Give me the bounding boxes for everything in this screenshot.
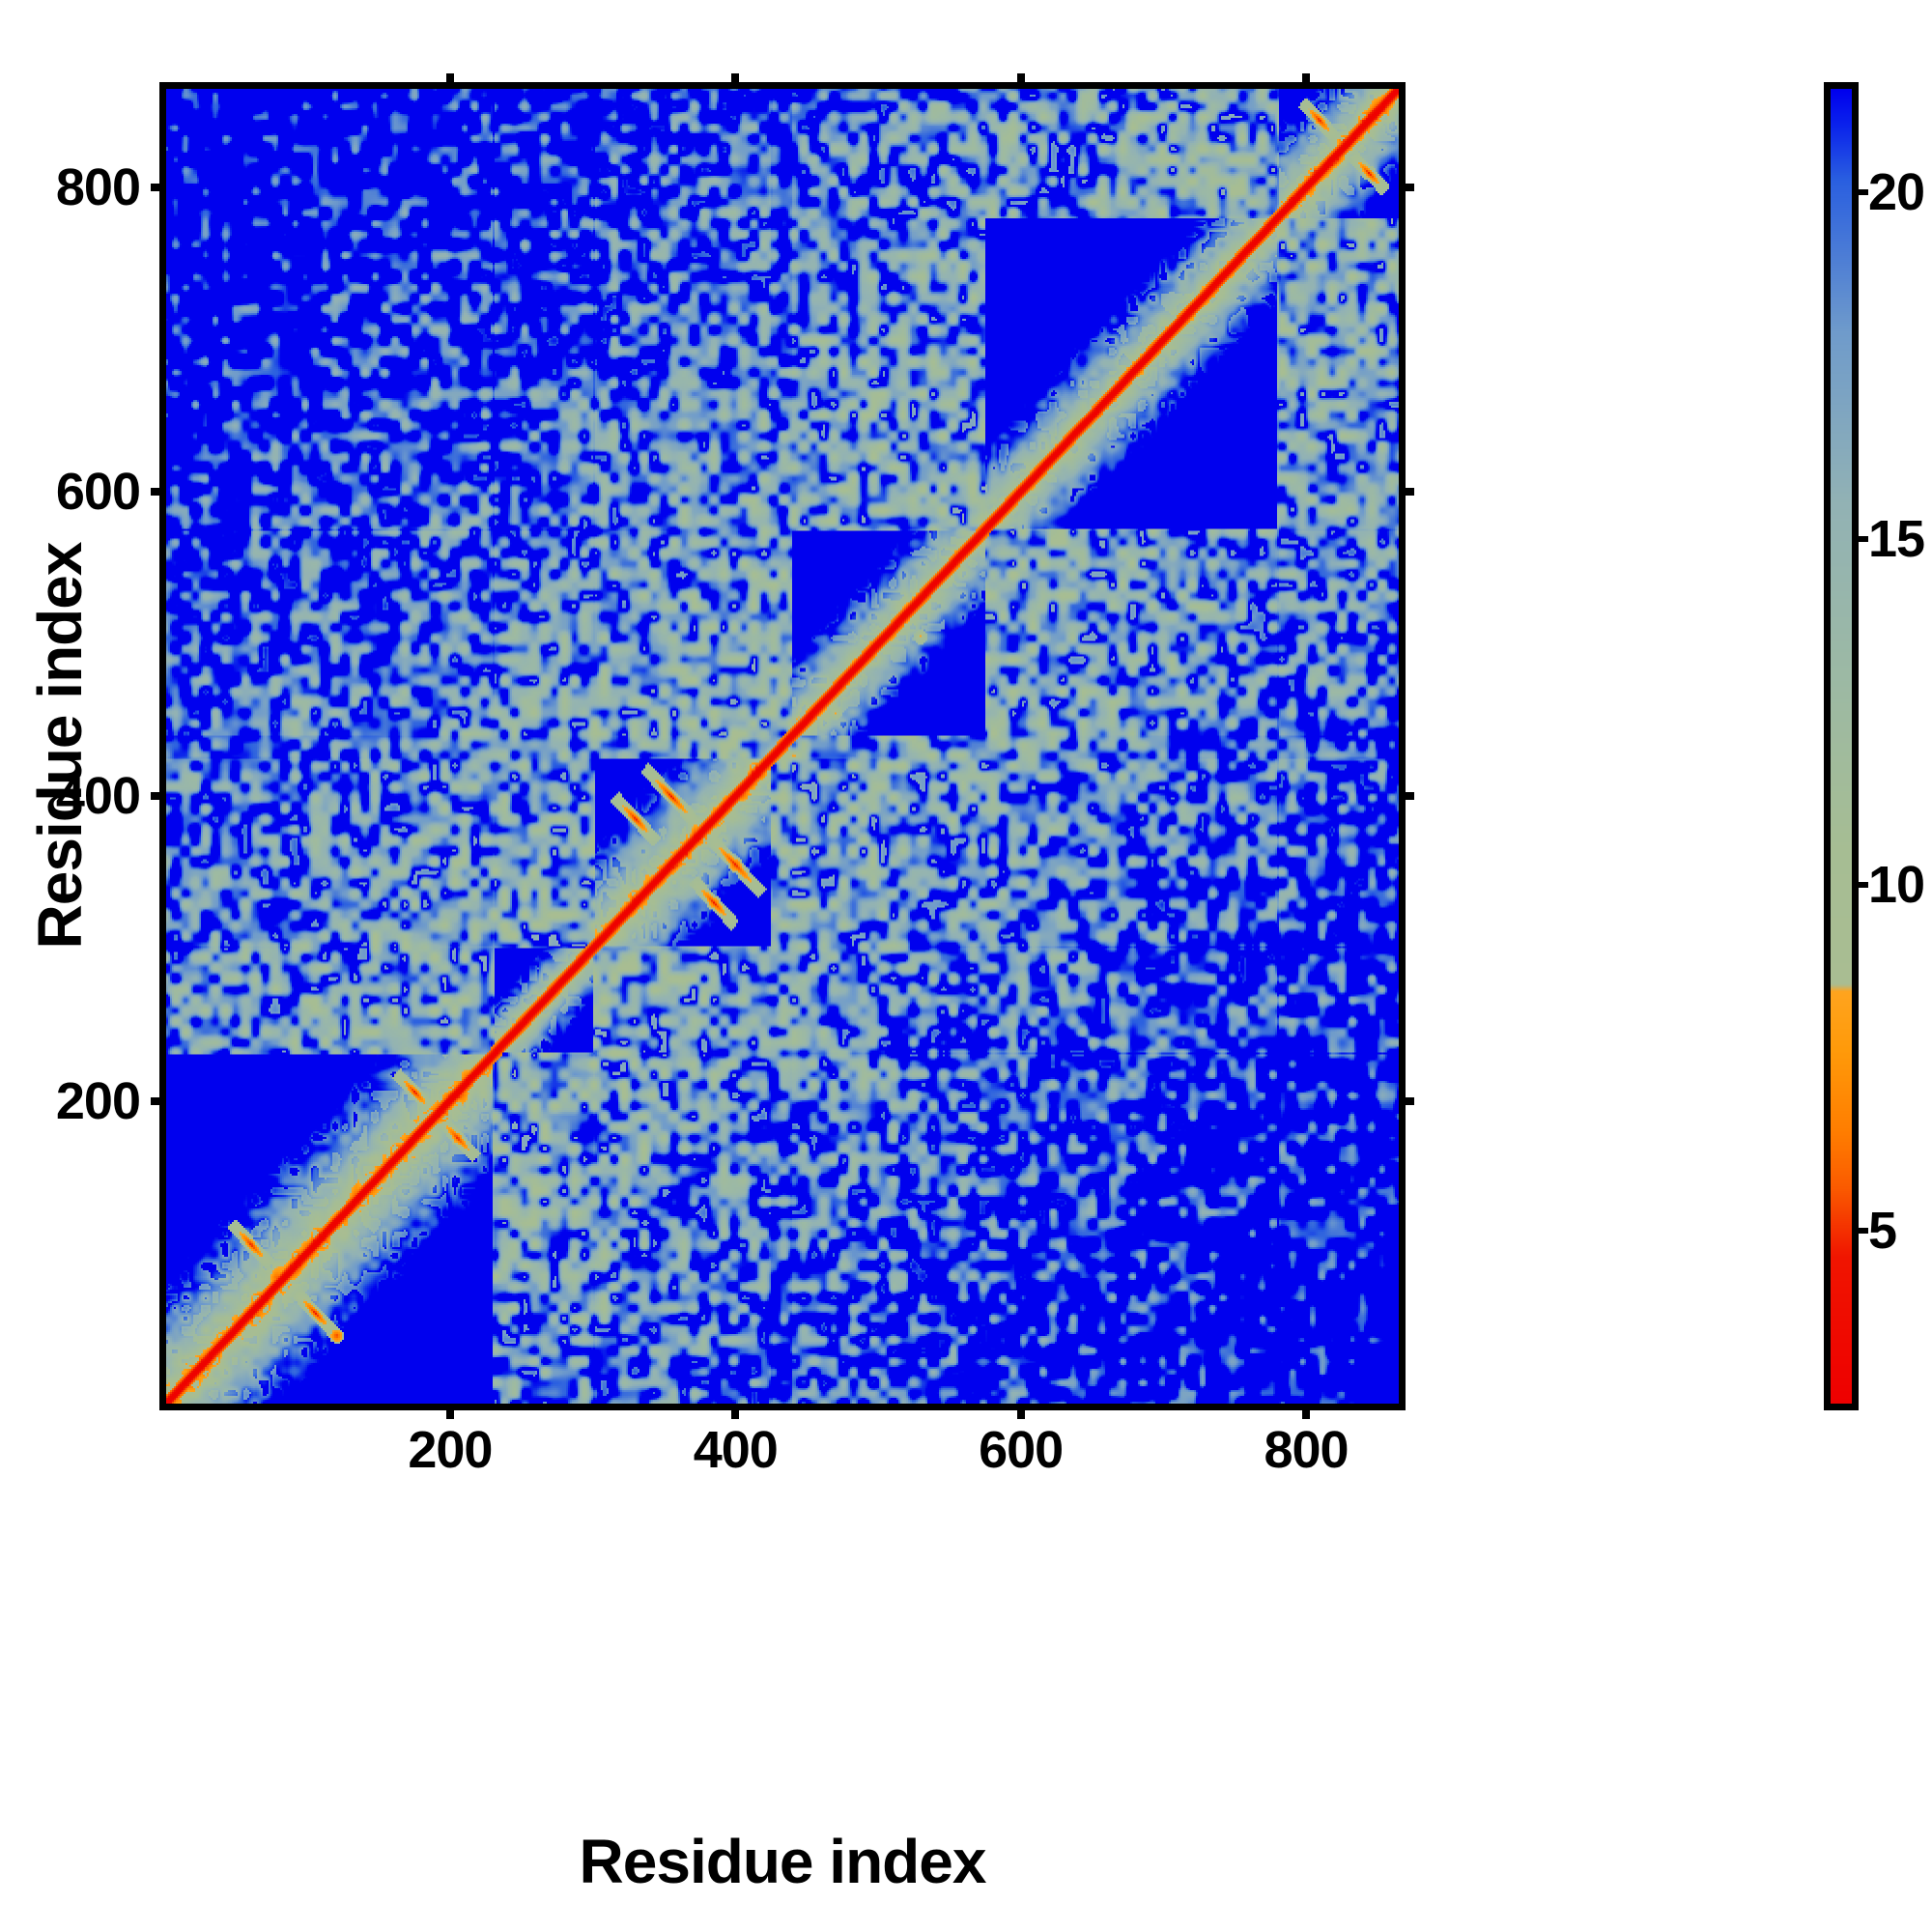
x-tick-400: [731, 1404, 740, 1419]
x-tick-top-400: [731, 73, 740, 89]
colorbar-tick-20: [1852, 189, 1868, 196]
contact-map-canvas: [166, 89, 1399, 1404]
y-tick-right-800: [1399, 184, 1414, 192]
colorbar-gradient: [1831, 89, 1852, 1404]
x-tick-label-800: 800: [1264, 1421, 1349, 1479]
x-tick-top-600: [1016, 73, 1025, 89]
x-tick-200: [445, 1404, 454, 1419]
contact-map-plot: [159, 82, 1406, 1410]
x-tick-800: [1302, 1404, 1310, 1419]
y-tick-label-600: 600: [55, 463, 141, 522]
colorbar-tick-10: [1852, 881, 1868, 888]
colorbar-tick-15: [1852, 535, 1868, 542]
x-tick-top-800: [1302, 73, 1310, 89]
colorbar-label-5: 5: [1868, 1201, 1897, 1260]
x-axis-title: Residue index: [579, 1827, 987, 1896]
y-tick-label-400: 400: [55, 767, 141, 826]
y-tick-label-800: 800: [55, 158, 141, 217]
y-tick-400: [151, 792, 166, 801]
x-tick-600: [1016, 1404, 1025, 1419]
x-tick-label-200: 200: [408, 1421, 493, 1479]
colorbar: [1824, 82, 1859, 1410]
x-tick-label-400: 400: [693, 1421, 779, 1479]
colorbar-label-20: 20: [1868, 163, 1925, 222]
y-tick-right-600: [1399, 488, 1414, 497]
x-tick-label-600: 600: [979, 1421, 1064, 1479]
y-tick-right-200: [1399, 1096, 1414, 1105]
x-tick-top-200: [445, 73, 454, 89]
y-tick-600: [151, 488, 166, 497]
y-tick-label-200: 200: [55, 1071, 141, 1130]
y-axis-title: Residue index: [25, 542, 95, 950]
colorbar-label-10: 10: [1868, 855, 1925, 914]
colorbar-label-15: 15: [1868, 509, 1925, 568]
y-tick-200: [151, 1096, 166, 1105]
colorbar-tick-5: [1852, 1227, 1868, 1234]
y-tick-800: [151, 184, 166, 192]
y-tick-right-400: [1399, 792, 1414, 801]
